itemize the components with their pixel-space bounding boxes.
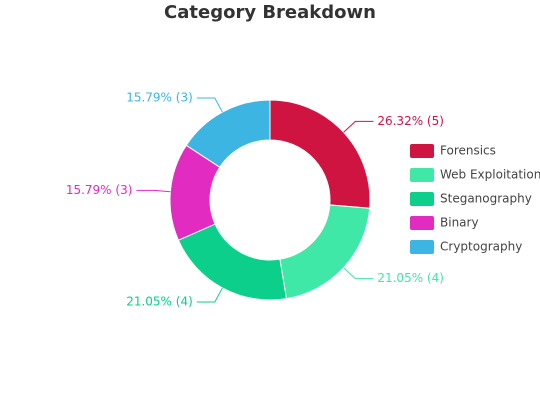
legend-label: Web Exploitation (440, 168, 540, 182)
leader-line (196, 97, 223, 113)
chart-title: Category Breakdown (164, 2, 376, 23)
data-label: 15.79% (3) (66, 183, 133, 197)
leader-line (343, 267, 374, 280)
data-label: 26.32% (5) (377, 114, 444, 128)
legend-swatch (410, 192, 434, 206)
data-label: 15.79% (3) (126, 90, 193, 104)
legend-swatch (410, 240, 434, 254)
legend-label: Binary (440, 216, 479, 230)
donut-slice (279, 204, 371, 300)
data-label: 21.05% (4) (126, 295, 193, 309)
donut-slice (177, 223, 288, 301)
donut-slice (269, 99, 371, 209)
legend-label: Forensics (440, 144, 496, 158)
legend-label: Cryptography (440, 240, 522, 254)
legend-label: Steganography (440, 192, 532, 206)
legend-swatch (410, 216, 434, 230)
leader-line (196, 287, 223, 303)
leader-line (136, 189, 171, 193)
legend-swatch (410, 168, 434, 182)
data-label: 21.05% (4) (377, 271, 444, 285)
leader-line (343, 120, 374, 133)
legend-swatch (410, 144, 434, 158)
donut-slice (185, 99, 271, 168)
